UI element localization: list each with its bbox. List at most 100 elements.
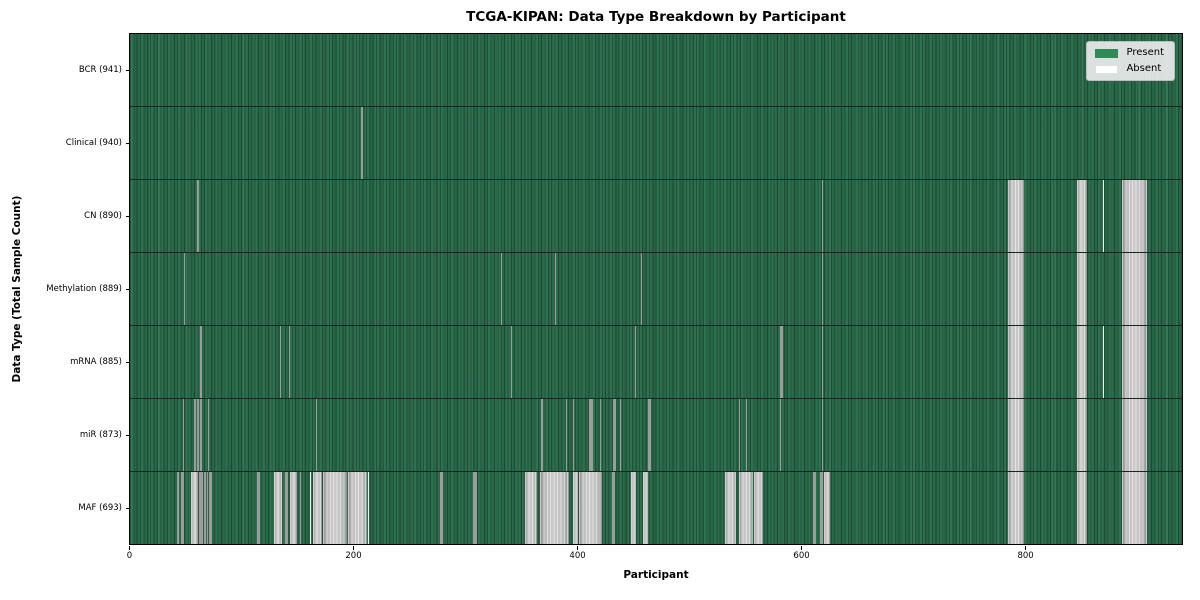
absent-stripe xyxy=(1121,326,1148,398)
absent-stripe xyxy=(647,399,651,471)
absent-stripe xyxy=(368,472,370,544)
x-tick-label: 400 xyxy=(569,551,586,561)
y-tick-label: CN (890) xyxy=(84,210,122,221)
y-tick-mark xyxy=(125,508,129,510)
absent-stripe xyxy=(1076,326,1087,398)
absent-stripe xyxy=(589,399,593,471)
absent-stripe xyxy=(1007,253,1025,325)
absent-stripe xyxy=(176,472,180,544)
absent-stripe xyxy=(361,107,363,179)
x-tick-label: 0 xyxy=(126,551,133,561)
absent-stripe xyxy=(288,326,290,398)
heatmap-row-maf xyxy=(130,471,1182,544)
x-axis-label: Participant xyxy=(623,569,689,581)
heatmap-row-cn xyxy=(130,179,1182,252)
absent-stripe xyxy=(630,472,637,544)
absent-stripe xyxy=(1007,180,1025,252)
absent-stripe xyxy=(257,472,260,544)
absent-stripe xyxy=(579,472,602,544)
absent-stripe xyxy=(183,253,185,325)
absent-stripe xyxy=(1076,253,1087,325)
legend-label-absent: Absent xyxy=(1126,63,1162,74)
x-tick-mark xyxy=(577,546,579,550)
absent-stripe xyxy=(207,472,209,544)
y-tick-label: Clinical (940) xyxy=(65,137,122,148)
absent-stripe xyxy=(572,472,579,544)
absent-stripe xyxy=(299,472,302,544)
chart-title: TCGA-KIPAN: Data Type Breakdown by Parti… xyxy=(466,9,846,25)
y-tick-label: BCR (941) xyxy=(78,64,122,75)
absent-stripe xyxy=(612,399,617,471)
absent-stripe xyxy=(554,253,556,325)
absent-stripe xyxy=(524,472,537,544)
heatmap-row-bcr xyxy=(130,34,1182,106)
absent-stripe xyxy=(739,399,741,471)
x-tick-mark xyxy=(129,546,130,550)
x-tick-mark xyxy=(801,546,803,550)
absent-stripe xyxy=(822,399,824,471)
absent-stripe xyxy=(541,399,543,471)
absent-stripe xyxy=(181,472,184,544)
absent-swatch-icon xyxy=(1095,64,1119,74)
absent-stripe xyxy=(315,399,317,471)
absent-stripe xyxy=(182,399,184,471)
y-tick-mark xyxy=(125,435,129,437)
absent-stripe xyxy=(824,472,830,544)
absent-stripe xyxy=(1007,399,1025,471)
absent-stripe xyxy=(540,472,570,544)
x-tick-mark xyxy=(353,546,355,550)
y-tick-label: Methylation (889) xyxy=(46,284,122,294)
absent-stripe xyxy=(643,472,648,544)
heatmap-row-clinical xyxy=(130,106,1182,179)
absent-stripe xyxy=(199,472,203,544)
absent-stripe xyxy=(289,472,297,544)
absent-stripe xyxy=(619,399,621,471)
x-tick-label: 800 xyxy=(1017,551,1034,561)
heatmap-row-methylation xyxy=(130,252,1182,325)
y-tick-mark xyxy=(125,69,129,71)
absent-stripe xyxy=(779,399,781,471)
plot-area: Present Absent xyxy=(129,33,1183,545)
absent-stripe xyxy=(313,472,323,544)
absent-stripe xyxy=(566,399,568,471)
absent-stripe xyxy=(1076,472,1087,544)
y-tick-label: mRNA (885) xyxy=(70,357,122,368)
y-axis-label: Data Type (Total Sample Count) xyxy=(11,195,23,383)
y-tick-mark xyxy=(125,362,129,364)
absent-stripe xyxy=(511,326,513,398)
absent-stripe xyxy=(822,253,824,325)
legend-item-absent: Absent xyxy=(1095,64,1164,74)
absent-stripe xyxy=(197,180,200,252)
absent-stripe xyxy=(724,472,736,544)
y-tick-label: MAF (693) xyxy=(78,503,122,514)
absent-stripe xyxy=(200,399,202,471)
absent-stripe xyxy=(1007,472,1025,544)
y-tick-mark xyxy=(125,289,129,290)
heatmap-row-mir xyxy=(130,398,1182,471)
absent-stripe xyxy=(191,472,199,544)
absent-stripe xyxy=(1102,326,1104,398)
absent-stripe xyxy=(285,472,288,544)
absent-stripe xyxy=(822,326,824,398)
absent-stripe xyxy=(745,399,748,471)
absent-stripe xyxy=(274,472,283,544)
absent-stripe xyxy=(208,399,210,471)
absent-stripe xyxy=(739,472,753,544)
absent-stripe xyxy=(197,399,200,471)
absent-stripe xyxy=(1007,326,1025,398)
absent-stripe xyxy=(1121,472,1148,544)
absent-stripe xyxy=(348,472,367,544)
absent-stripe xyxy=(203,472,207,544)
y-tick-label: miR (873) xyxy=(79,430,122,441)
absent-stripe xyxy=(473,472,477,544)
x-tick-label: 600 xyxy=(793,551,810,561)
absent-stripe xyxy=(640,253,643,325)
y-tick-mark xyxy=(125,215,129,217)
absent-stripe xyxy=(1076,399,1087,471)
x-tick-label: 200 xyxy=(345,551,362,561)
absent-stripe xyxy=(572,399,574,471)
legend-item-present: Present xyxy=(1095,48,1164,58)
present-swatch-icon xyxy=(1095,48,1119,58)
absent-stripe xyxy=(611,472,616,544)
absent-stripe xyxy=(1121,253,1148,325)
